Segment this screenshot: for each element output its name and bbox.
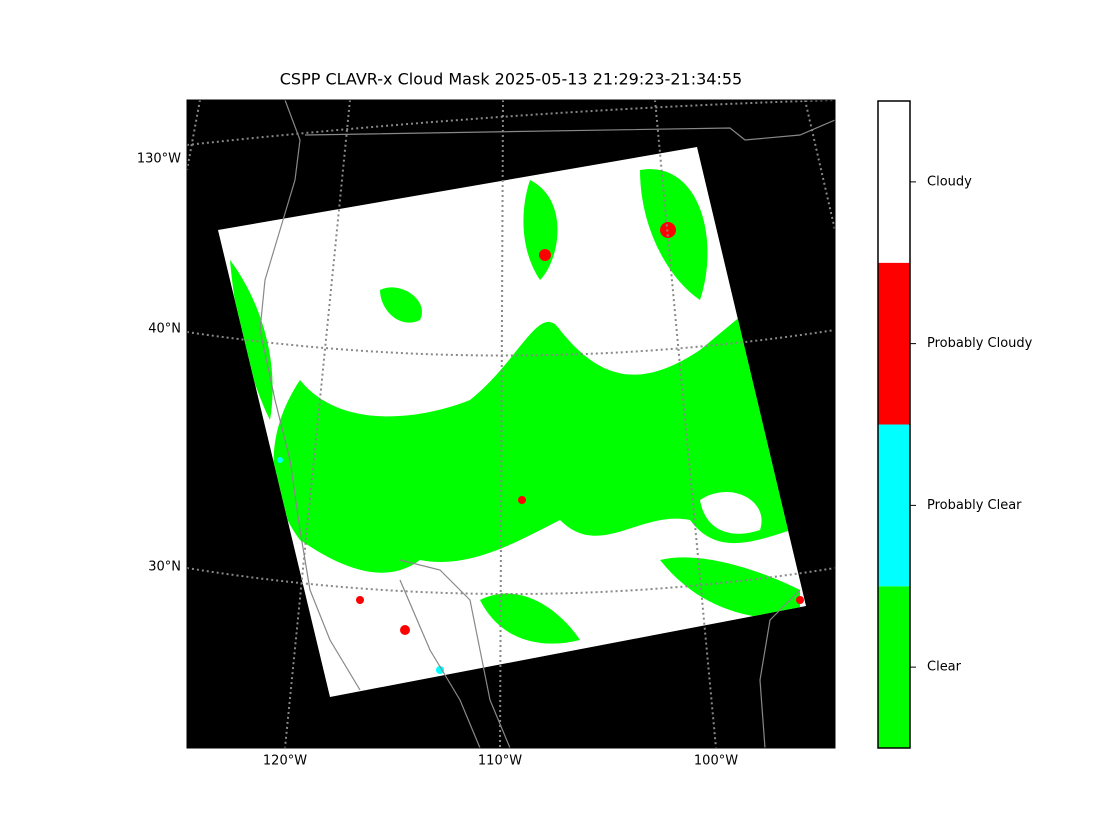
colorbar-label: Probably Cloudy xyxy=(927,336,1033,351)
title: CSPP CLAVR-x Cloud Mask 2025-05-13 21:29… xyxy=(280,70,742,89)
colorbar-label: Clear xyxy=(927,660,962,675)
colorbar-frame xyxy=(877,100,911,749)
axis-label: 120°W xyxy=(263,754,307,769)
axis-label: 40°N xyxy=(148,322,181,337)
map xyxy=(187,100,835,748)
colorbar-segment xyxy=(878,101,910,263)
map-frame xyxy=(186,99,836,749)
colorbar-segment xyxy=(878,586,910,748)
colorbar: Clear Probably Clear Probably Cloudy Cloudy xyxy=(878,101,1033,748)
axis-label: 30°N xyxy=(148,560,181,575)
colorbar-segment xyxy=(878,262,910,425)
axis-label: 130°W xyxy=(137,152,181,167)
axis-label: 100°W xyxy=(694,754,738,769)
colorbar-label: Probably Clear xyxy=(927,498,1022,513)
axis-label: 110°W xyxy=(478,754,522,769)
colorbar-label: Cloudy xyxy=(927,174,972,189)
cloud-mask xyxy=(230,169,806,674)
colorbar-segment xyxy=(878,424,910,587)
